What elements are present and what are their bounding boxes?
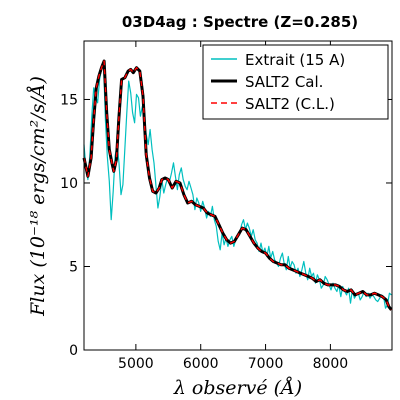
x-tick-label: 7000 bbox=[248, 356, 284, 372]
x-axis-ticks: 5000 6000 7000 8000 bbox=[118, 41, 348, 372]
legend: Extrait (15 A) SALT2 Cal. SALT2 (C.L.) bbox=[202, 44, 389, 120]
legend-label-extrait: Extrait (15 A) bbox=[245, 51, 345, 69]
y-tick-label: 0 bbox=[69, 343, 78, 359]
y-axis-label: Flux (10⁻¹⁸ ergs/cm²/s/Å) bbox=[27, 76, 49, 317]
x-tick-label: 8000 bbox=[313, 356, 349, 372]
y-axis-ticks: 0 5 10 15 bbox=[60, 92, 392, 359]
y-tick-label: 10 bbox=[60, 176, 78, 192]
x-tick-label: 6000 bbox=[183, 356, 219, 372]
plot-frame bbox=[83, 40, 393, 351]
x-tick-label: 5000 bbox=[118, 356, 154, 372]
series-line-salt2-c-l bbox=[83, 60, 392, 311]
legend-label-salt2-cal: SALT2 Cal. bbox=[245, 73, 323, 91]
series-layer bbox=[82, 59, 393, 311]
y-tick-label: 15 bbox=[60, 92, 78, 108]
legend-label-salt2-cl: SALT2 (C.L.) bbox=[245, 95, 335, 113]
chart-title: 03D4ag : Spectre (Z=0.285) bbox=[122, 13, 358, 31]
y-tick-label: 5 bbox=[69, 259, 78, 275]
x-axis-label: λ observé (Å) bbox=[173, 377, 302, 399]
